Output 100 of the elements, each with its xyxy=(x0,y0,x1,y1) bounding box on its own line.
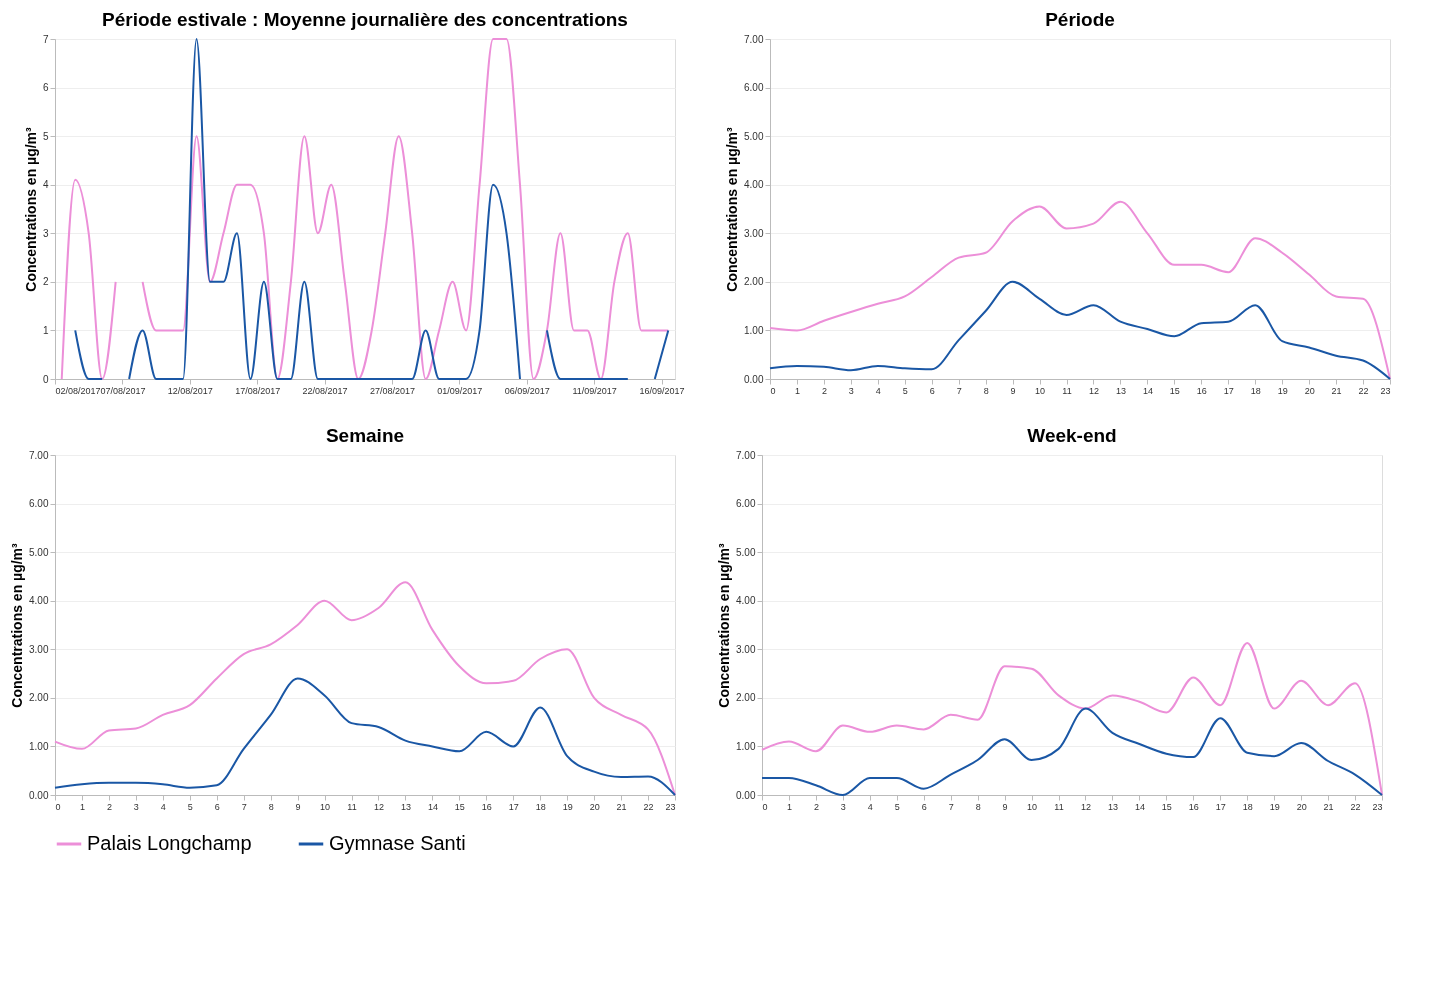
x-tick-label: 10 xyxy=(1035,385,1046,396)
x-tick-label: 9 xyxy=(1002,801,1008,812)
y-tick-label: 6.00 xyxy=(29,498,49,510)
chart-title: Période xyxy=(1045,9,1115,30)
y-axis-title: Concentrations en µg/m³ xyxy=(9,542,26,708)
x-tick-label: 17/08/2017 xyxy=(235,385,281,396)
x-tick-label: 4 xyxy=(867,801,873,812)
x-tick-label: 11 xyxy=(1062,385,1072,396)
x-tick-label: 7 xyxy=(956,385,962,396)
x-tick-label: 22 xyxy=(1358,385,1369,396)
y-tick-label: 1 xyxy=(42,324,49,336)
x-tick-label: 18 xyxy=(535,801,546,812)
y-tick-label: 4.00 xyxy=(29,595,49,607)
x-tick-label: 23 xyxy=(665,801,676,812)
y-tick-label: 6 xyxy=(42,82,49,94)
y-tick-label: 7.00 xyxy=(744,33,764,45)
x-tick-label: 8 xyxy=(975,801,981,812)
x-tick-label: 0 xyxy=(55,801,61,812)
x-tick-label: 22/08/2017 xyxy=(302,385,348,396)
y-tick-label: 7 xyxy=(42,33,49,45)
x-tick-label: 15 xyxy=(1161,801,1172,812)
x-tick-label: 12 xyxy=(373,801,384,812)
x-tick-label: 20 xyxy=(1296,801,1307,812)
y-tick-label: 2.00 xyxy=(29,692,49,704)
y-tick-label: 1.00 xyxy=(736,740,756,752)
x-tick-label: 12 xyxy=(1080,801,1091,812)
x-tick-label: 16/09/2017 xyxy=(639,385,685,396)
x-tick-label: 5 xyxy=(894,801,900,812)
x-tick-label: 14 xyxy=(1134,801,1145,812)
x-tick-label: 4 xyxy=(160,801,166,812)
x-tick-label: 6 xyxy=(921,801,927,812)
y-tick-label: 2.00 xyxy=(736,692,756,704)
x-tick-label: 8 xyxy=(268,801,274,812)
y-tick-label: 4 xyxy=(42,179,49,191)
x-tick-label: 21 xyxy=(616,801,627,812)
x-tick-label: 2 xyxy=(821,385,827,396)
x-tick-label: 21 xyxy=(1323,801,1334,812)
x-tick-label: 7 xyxy=(241,801,247,812)
x-tick-label: 16 xyxy=(1196,385,1207,396)
y-tick-label: 5.00 xyxy=(29,546,49,558)
y-tick-label: 3.00 xyxy=(744,227,764,239)
y-tick-label: 5 xyxy=(42,130,49,142)
y-tick-label: 4.00 xyxy=(736,595,756,607)
y-tick-label: 2.00 xyxy=(744,276,764,288)
y-tick-label: 0.00 xyxy=(29,789,49,801)
x-tick-label: 12/08/2017 xyxy=(167,385,213,396)
x-tick-label: 11 xyxy=(1054,801,1064,812)
x-tick-label: 19 xyxy=(562,801,573,812)
x-tick-label: 2 xyxy=(106,801,112,812)
x-tick-label: 0 xyxy=(770,385,776,396)
x-tick-label: 7 xyxy=(948,801,954,812)
x-tick-label: 16 xyxy=(481,801,492,812)
x-tick-label: 14 xyxy=(427,801,438,812)
x-tick-label: 9 xyxy=(1010,385,1016,396)
x-tick-label: 18 xyxy=(1242,801,1253,812)
x-tick-label: 22 xyxy=(1350,801,1361,812)
x-tick-label: 14 xyxy=(1142,385,1153,396)
x-tick-label: 1 xyxy=(786,801,792,812)
x-tick-label: 2 xyxy=(813,801,819,812)
chart-title: Week-end xyxy=(1027,425,1117,446)
x-tick-label: 11/09/2017 xyxy=(572,385,617,396)
x-tick-label: 3 xyxy=(848,385,854,396)
y-tick-label: 6.00 xyxy=(744,82,764,94)
x-tick-label: 5 xyxy=(187,801,193,812)
x-tick-label: 4 xyxy=(875,385,881,396)
x-tick-label: 17 xyxy=(508,801,519,812)
x-tick-label: 17 xyxy=(1215,801,1226,812)
y-tick-label: 0.00 xyxy=(736,789,756,801)
x-tick-label: 19 xyxy=(1277,385,1288,396)
y-tick-label: 3 xyxy=(42,227,49,239)
y-axis-title: Concentrations en µg/m³ xyxy=(22,126,39,292)
y-tick-label: 0.00 xyxy=(744,373,764,385)
y-tick-label: 1.00 xyxy=(744,324,764,336)
x-tick-label: 21 xyxy=(1331,385,1342,396)
x-tick-label: 15 xyxy=(1169,385,1180,396)
y-tick-label: 5.00 xyxy=(736,546,756,558)
x-tick-label: 22 xyxy=(643,801,654,812)
x-tick-label: 3 xyxy=(133,801,139,812)
x-tick-label: 5 xyxy=(902,385,908,396)
y-axis-title: Concentrations en µg/m³ xyxy=(716,542,733,708)
y-tick-label: 7.00 xyxy=(29,449,49,461)
x-tick-label: 17 xyxy=(1223,385,1234,396)
x-tick-label: 1 xyxy=(79,801,85,812)
x-tick-label: 23 xyxy=(1380,385,1391,396)
x-tick-label: 07/08/2017 xyxy=(100,385,146,396)
x-tick-label: 19 xyxy=(1269,801,1280,812)
x-tick-label: 10 xyxy=(320,801,331,812)
y-tick-label: 5.00 xyxy=(744,130,764,142)
y-tick-label: 3.00 xyxy=(29,643,49,655)
y-tick-label: 0 xyxy=(42,373,49,385)
x-tick-label: 20 xyxy=(1304,385,1315,396)
x-tick-label: 12 xyxy=(1088,385,1099,396)
x-tick-label: 16 xyxy=(1188,801,1199,812)
x-tick-label: 9 xyxy=(295,801,301,812)
x-tick-label: 10 xyxy=(1027,801,1038,812)
x-tick-label: 15 xyxy=(454,801,465,812)
x-tick-label: 11 xyxy=(347,801,357,812)
x-tick-label: 13 xyxy=(1115,385,1126,396)
x-tick-label: 18 xyxy=(1250,385,1261,396)
chart-title: Période estivale : Moyenne journalière des concentrations xyxy=(102,9,628,30)
